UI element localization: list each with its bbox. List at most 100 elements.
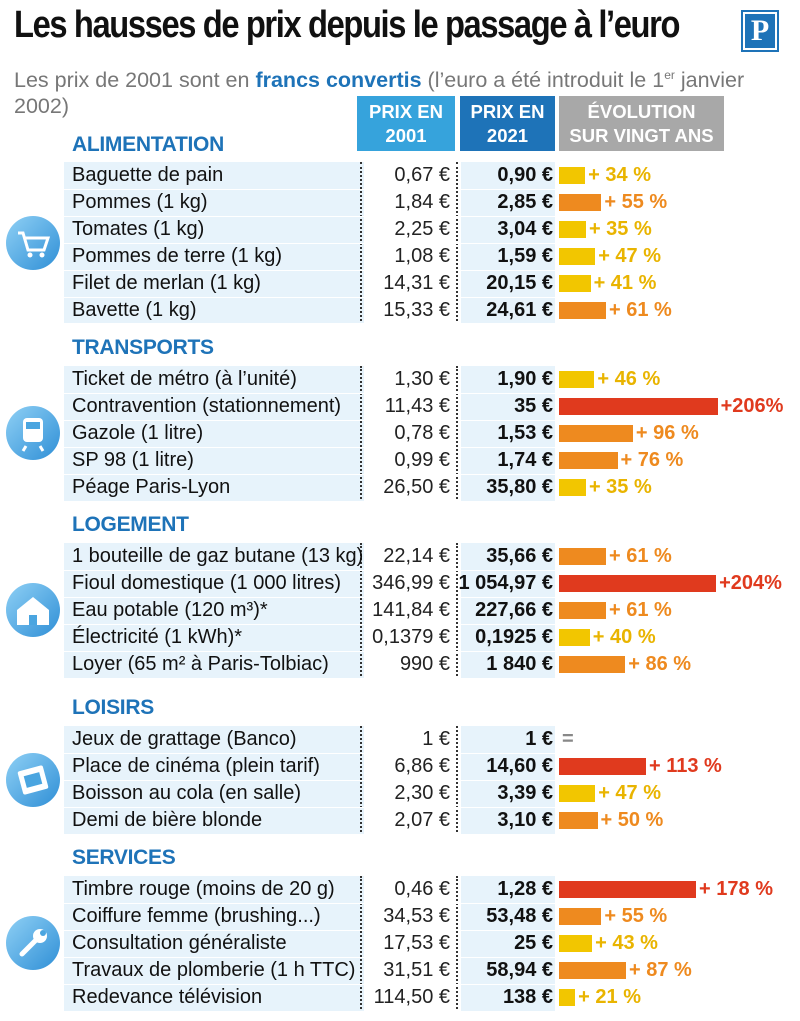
evolution-bar [559,478,586,496]
price-2021: 1,59 € [497,244,553,267]
evolution-label: + 21 % [578,985,641,1008]
item-label: Ticket de métro (à l’unité) [72,368,297,390]
evolution-label: + 35 % [588,475,652,498]
price-2001: 26,50 € [383,475,450,498]
evolution-bar [559,784,596,802]
category-heading: LOISIRS [72,696,154,719]
header-price-2001-line1: PRIX EN [368,100,444,122]
header-evolution: ÉVOLUTION SUR VINGT ANS [559,96,724,151]
price-2001: 1,30 € [394,368,450,390]
price-2001: 17,53 € [383,931,450,954]
price-2021: 1 840 € [486,652,553,675]
price-2021: 3,04 € [497,217,553,240]
item-label: Électricité (1 kWh)* [72,625,243,648]
item-label: Travaux de plomberie (1 h TTC) [72,958,356,981]
price-2001: 114,50 € [373,985,450,1008]
evolution-label: +206% [720,394,784,417]
price-2021: 35,66 € [486,545,553,567]
evolution-label: + 61 % [608,598,672,621]
row-separator [64,446,555,448]
header-price-2001-line2: 2001 [385,124,427,146]
row-separator [64,296,555,298]
row-separator [64,650,555,652]
subtitle-part3: janvier 2002) [14,68,745,119]
row-separator [64,902,555,904]
price-2021-band [461,876,555,1011]
category-heading: LOGEMENT [72,513,189,536]
price-2001: 2,30 € [394,781,450,804]
header-price-2021: PRIX EN 2021 [460,96,555,151]
evolution-bar [559,397,718,415]
column-divider [456,366,458,499]
subtitle-part1: Les prix de 2001 sont en [14,68,256,93]
price-2001: 346,99 € [372,571,450,594]
evolution-bar [559,548,606,565]
row-separator [64,188,555,190]
evolution-bar [559,907,602,925]
item-label: SP 98 (1 litre) [72,448,194,471]
price-2021: 1,74 € [497,448,553,471]
evolution-bar [559,988,576,1006]
evolution-bar [559,451,618,469]
item-label: Loyer (65 m² à Paris-Tolbiac) [72,652,329,675]
evolution-label: + 61 % [608,545,672,567]
price-2021: 2,85 € [497,190,553,213]
evolution-label: + 50 % [600,808,664,831]
column-divider [456,162,458,322]
header-price-2021-line2: 2021 [486,124,529,146]
header-price-2021-line1: PRIX EN [470,100,545,122]
row-separator [64,623,555,625]
evolution-bar [559,601,606,619]
evolution-bar [559,274,591,292]
item-label: Coiffure femme (brushing...) [72,904,321,927]
evolution-bar [559,628,590,646]
row-separator [64,779,555,781]
price-2001: 6,86 € [394,754,450,777]
evolution-label: + 87 % [628,958,692,981]
evolution-bar [559,167,586,184]
item-label: Place de cinéma (plein tarif) [72,754,320,777]
row-separator [64,242,555,244]
column-divider [456,726,458,832]
price-2021: 227,66 € [475,598,553,621]
row-separator [64,983,555,985]
price-2021: 58,94 € [486,958,553,981]
item-label: Contravention (stationnement) [72,394,342,417]
evolution-bar [559,757,646,775]
le-parisien-logo: P [741,10,779,52]
column-divider [456,876,458,1009]
item-label: Bavette (1 kg) [72,298,197,321]
item-label: Jeux de grattage (Banco) [72,728,297,750]
price-2001: 0,67 € [394,164,450,186]
price-2001: 990 € [399,652,450,675]
price-2001: 0,1379 € [372,625,450,648]
price-2001: 11,43 € [384,394,450,417]
price-2021: 0,90 € [497,164,553,186]
evolution-label: + 113 % [649,754,722,777]
item-label: Boisson au cola (en salle) [72,781,302,804]
subtitle-sup: er [664,68,675,82]
item-label: Eau potable (120 m³)* [72,598,268,621]
row-band [64,876,364,1011]
infographic-title: Les hausses de prix depuis le passage à … [14,4,680,46]
price-2001: 141,84 € [372,598,450,621]
item-label: Timbre rouge (moins de 20 g) [72,878,335,900]
evolution-bar [559,881,697,898]
price-2001: 2,25 € [394,217,450,240]
price-2021: 25 € [514,931,553,954]
evolution-label: + 55 % [604,190,668,213]
evolution-bar [559,247,596,265]
price-2021: 24,61 € [486,298,553,321]
evolution-label: + 34 % [588,164,651,186]
house-icon [6,583,60,638]
price-2021: 1,53 € [497,421,553,444]
header-evolution-line1: ÉVOLUTION [587,100,696,122]
price-2001: 1,84 € [394,190,450,213]
row-separator [64,596,555,598]
evolution-label: + 35 % [588,217,652,240]
item-label: Fioul domestique (1 000 litres) [72,571,342,594]
evolution-bar [559,371,595,388]
price-2021: 0,1925 € [475,625,553,648]
row-separator [64,473,555,475]
column-divider [360,876,362,1009]
